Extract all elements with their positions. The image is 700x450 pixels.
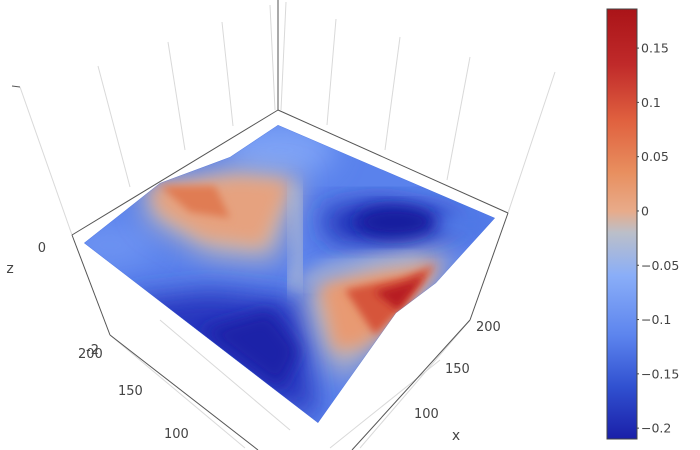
colorbar[interactable]: 0.15 0.1 0.05 0 −0.05 −0.1 −0.15 −0.2 [606, 8, 679, 440]
x-tick-label: 200 [476, 320, 501, 335]
z-tick-label: -2 [86, 343, 99, 358]
colorbar-tick-label: 0.1 [641, 95, 661, 110]
x-tick-label: 100 [414, 407, 439, 422]
z-axis: 0 -2 z [6, 241, 99, 358]
y-tick-label: 150 [118, 384, 143, 399]
colorbar-gradient [606, 8, 638, 440]
x-tick-label: 150 [445, 362, 470, 377]
colorbar-ticks: 0.15 0.1 0.05 0 −0.05 −0.1 −0.15 −0.2 [637, 41, 679, 436]
colorbar-tick-label: −0.05 [641, 258, 679, 273]
y-axis: 200 150 100 [78, 347, 189, 442]
colorbar-tick-label: −0.2 [641, 421, 671, 436]
y-tick-label: 100 [164, 427, 189, 442]
colorbar-tick-label: −0.1 [641, 312, 671, 327]
x-axis-title: x [452, 428, 460, 444]
colorbar-tick-label: −0.15 [641, 366, 679, 381]
z-tick-label: 0 [38, 241, 46, 256]
axis-frame [11, 0, 509, 450]
axis-grid [19, 1, 556, 449]
surface-mesh[interactable] [65, 122, 500, 423]
colorbar-tick-label: 0.05 [641, 149, 669, 164]
y-tick-label: 200 [78, 347, 103, 362]
z-axis-title: z [6, 261, 13, 277]
colorbar-tick-label: 0 [641, 203, 649, 218]
x-axis: 100 150 200 x [414, 320, 501, 444]
colorbar-tick-label: 0.15 [641, 41, 669, 56]
